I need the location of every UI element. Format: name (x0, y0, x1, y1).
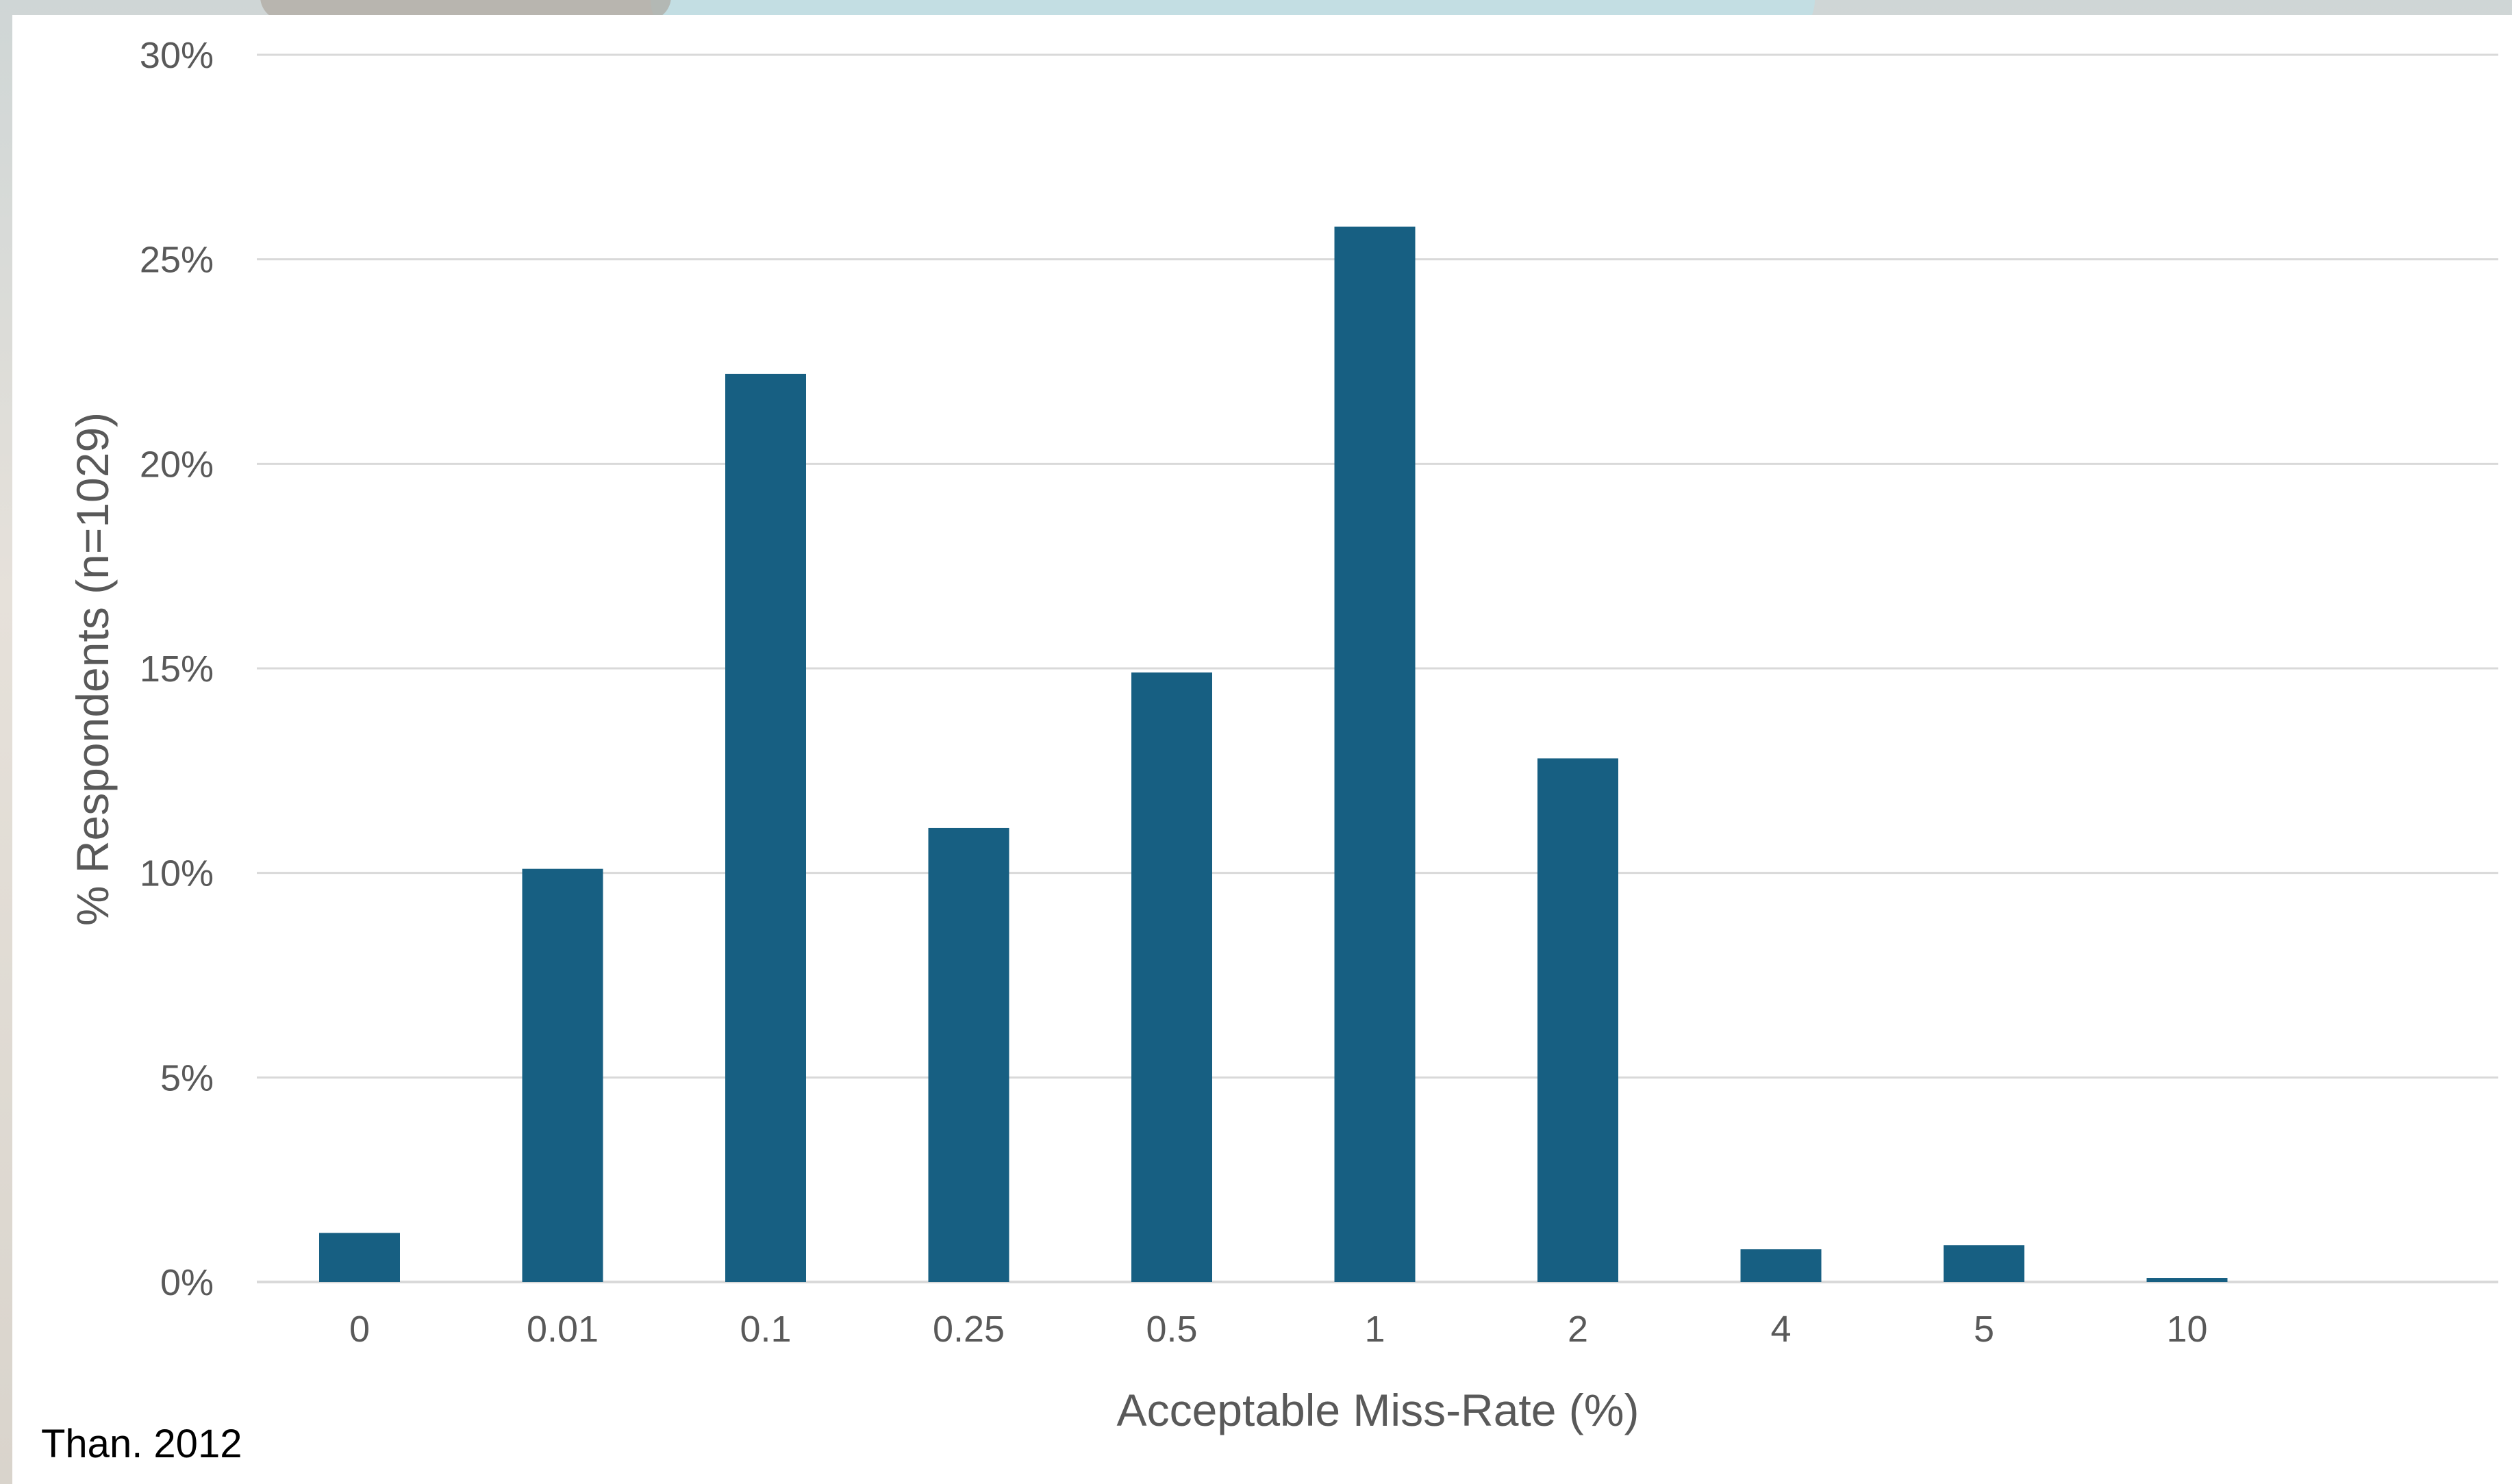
y-tick-label: 0% (160, 1262, 214, 1303)
y-axis-title: % Respondents (n=1029) (67, 412, 118, 926)
bar-0-1 (725, 373, 806, 1283)
y-tick-label: 25% (140, 240, 214, 281)
x-tick-label: 1 (1364, 1309, 1385, 1350)
x-tick-label: 0.1 (740, 1309, 791, 1350)
bar-0 (319, 1233, 400, 1282)
bar-0-5 (1131, 672, 1212, 1282)
x-axis-title: Acceptable Miss-Rate (%) (1117, 1385, 1640, 1435)
bar-2 (1537, 758, 1618, 1282)
chart-panel: 0% 5% 10% 15% 20% 25% 30% 0 0.01 0.1 0.25 0.5 1 2 4 5 1… (12, 15, 2512, 1484)
x-tick-label: 2 (1568, 1309, 1588, 1350)
bar-0-25 (928, 827, 1009, 1282)
bars (319, 226, 2228, 1283)
bar-chart: 0% 5% 10% 15% 20% 25% 30% 0 0.01 0.1 0.25 0.5 1 2 4 5 1… (67, 35, 2498, 1435)
x-axis-ticks: 0 0.01 0.1 0.25 0.5 1 2 4 5 10 (349, 1309, 2208, 1350)
y-tick-label: 30% (140, 35, 214, 76)
bar-4 (1740, 1249, 1822, 1282)
x-tick-label: 0.5 (1146, 1309, 1197, 1350)
x-tick-label: 0.25 (933, 1309, 1005, 1350)
y-tick-label: 10% (140, 853, 214, 894)
bar-1 (1334, 226, 1416, 1282)
source-citation: Than. 2012 (41, 1422, 242, 1466)
y-tick-label: 20% (140, 444, 214, 485)
x-tick-label: 4 (1770, 1309, 1791, 1350)
bar-10 (2146, 1278, 2228, 1282)
x-tick-label: 5 (1974, 1309, 1994, 1350)
x-tick-label: 0.01 (527, 1309, 599, 1350)
x-tick-label: 0 (349, 1309, 370, 1350)
y-axis-ticks: 0% 5% 10% 15% 20% 25% 30% (140, 35, 214, 1303)
bar-0-01 (522, 868, 603, 1282)
bar-5 (1944, 1245, 2024, 1282)
y-tick-label: 15% (140, 649, 214, 690)
x-tick-label: 10 (2166, 1309, 2207, 1350)
y-tick-label: 5% (160, 1057, 214, 1098)
